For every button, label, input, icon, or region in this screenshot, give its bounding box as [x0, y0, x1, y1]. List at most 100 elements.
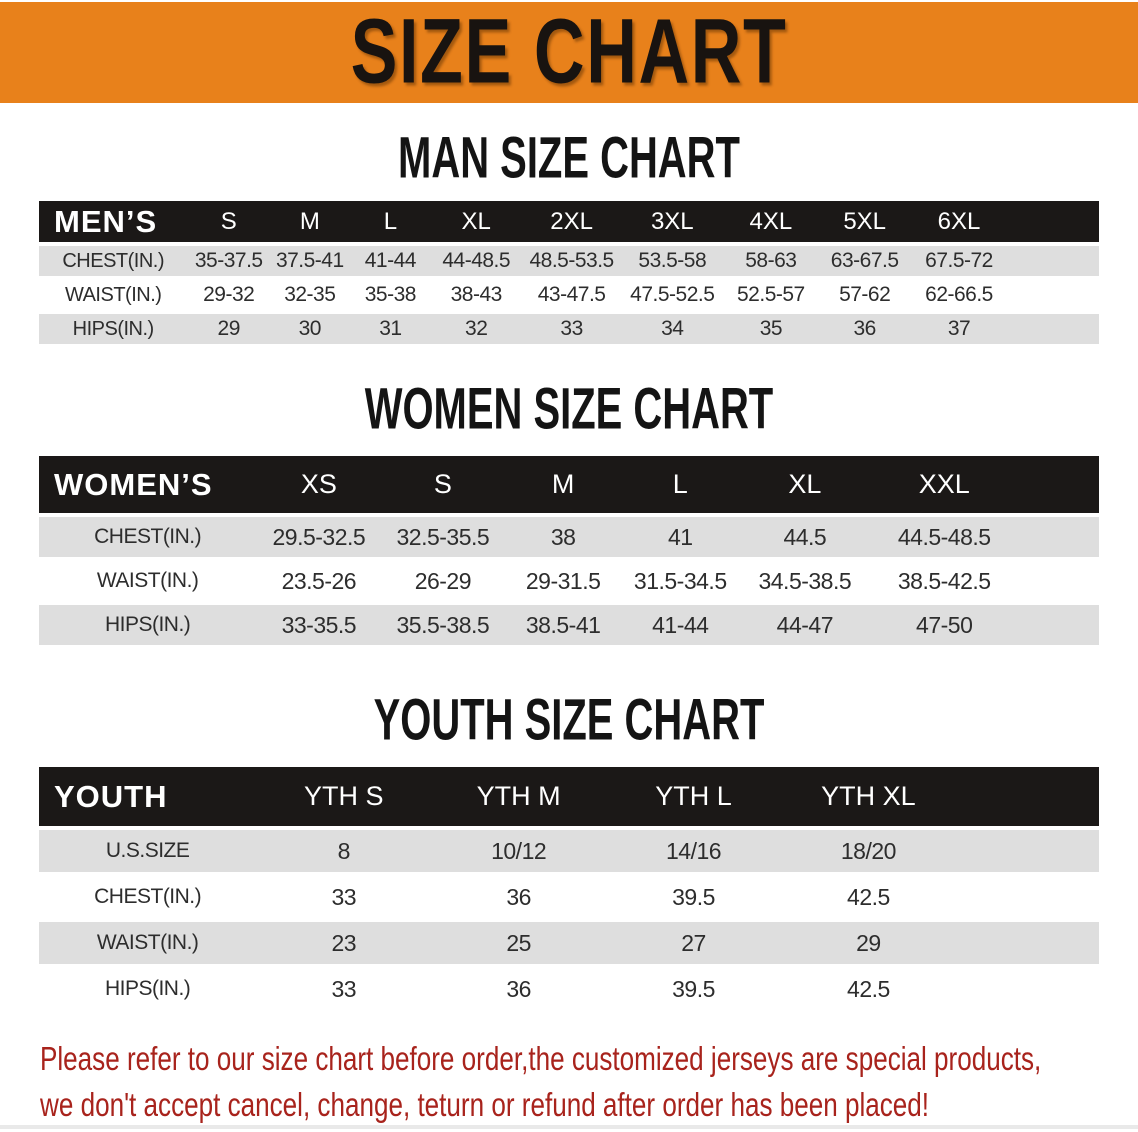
size-chart-title: SIZE CHART — [350, 0, 788, 103]
value-cell: 29 — [187, 314, 271, 344]
row-label-cell: U.S.SIZE — [39, 830, 257, 872]
row-spacer-cell — [1007, 280, 1099, 310]
value-cell: 47.5-52.5 — [621, 280, 723, 310]
column-header-cell: XL — [431, 201, 522, 242]
row-label-cell: CHEST(IN.) — [39, 876, 257, 918]
value-cell: 48.5-53.5 — [521, 246, 622, 276]
table-row: WAIST(IN.) 29-32 32-35 35-38 38-43 43-47.5 47.… — [39, 280, 1099, 310]
value-cell: 30 — [270, 314, 350, 344]
column-header-cell: 5XL — [819, 201, 911, 242]
value-cell: 42.5 — [780, 968, 956, 1010]
size-chart-banner: SIZE CHART — [0, 0, 1138, 103]
womens-size-table: WOMEN’S XS S M L XL XXL CHEST(IN.) 29.5-32.5 32.5… — [39, 452, 1099, 649]
row-spacer-cell — [955, 876, 1099, 918]
value-cell: 38.5-41 — [504, 605, 622, 645]
value-cell: 29-31.5 — [504, 561, 622, 601]
value-cell: 33 — [256, 876, 432, 918]
value-cell: 25 — [431, 922, 607, 964]
value-cell: 35-37.5 — [187, 246, 271, 276]
value-cell: 44.5-48.5 — [871, 517, 1018, 557]
order-policy-line-2: we don't accept cancel, change, teturn o… — [40, 1085, 930, 1123]
value-cell: 39.5 — [606, 968, 781, 1010]
youth-size-chart-heading: YOUTH SIZE CHART — [0, 688, 1138, 753]
value-cell: 36 — [819, 314, 911, 344]
column-header-cell: XL — [738, 456, 872, 513]
row-spacer-cell — [1007, 246, 1099, 276]
row-label-cell: HIPS(IN.) — [39, 968, 257, 1010]
table-row: WAIST(IN.) 23 25 27 29 — [39, 922, 1099, 964]
column-header-cell: L — [621, 456, 739, 513]
row-spacer-cell — [955, 830, 1099, 872]
row-spacer-cell — [955, 968, 1099, 1010]
column-header-cell: YTH XL — [780, 767, 956, 826]
value-cell: 62-66.5 — [910, 280, 1008, 310]
value-cell: 32.5-35.5 — [381, 517, 505, 557]
table-header-row: YOUTH YTH S YTH M YTH L YTH XL — [39, 767, 1099, 826]
column-header-cell: YTH L — [606, 767, 781, 826]
row-label-cell: HIPS(IN.) — [39, 314, 188, 344]
value-cell: 63-67.5 — [819, 246, 911, 276]
table-row: U.S.SIZE 8 10/12 14/16 18/20 — [39, 830, 1099, 872]
man-size-chart-heading-text: MAN SIZE CHART — [398, 125, 740, 191]
row-label-cell: WAIST(IN.) — [39, 280, 188, 310]
value-cell: 41 — [621, 517, 739, 557]
column-header-cell: M — [504, 456, 622, 513]
table-header-row: WOMEN’S XS S M L XL XXL — [39, 456, 1099, 513]
table-row: CHEST(IN.) 29.5-32.5 32.5-35.5 38 41 44.5 44.5… — [39, 517, 1099, 557]
table-group-label: YOUTH — [39, 767, 257, 826]
header-spacer-cell — [1007, 201, 1099, 242]
table-row: HIPS(IN.) 33-35.5 35.5-38.5 38.5-41 41-44 44-… — [39, 605, 1099, 645]
value-cell: 33-35.5 — [256, 605, 382, 645]
row-label-cell: HIPS(IN.) — [39, 605, 257, 645]
row-label-cell: WAIST(IN.) — [39, 922, 257, 964]
table-row: WAIST(IN.) 23.5-26 26-29 29-31.5 31.5-34.5 34… — [39, 561, 1099, 601]
column-header-cell: YTH S — [256, 767, 432, 826]
value-cell: 53.5-58 — [621, 246, 723, 276]
value-cell: 35.5-38.5 — [381, 605, 505, 645]
row-label-cell: CHEST(IN.) — [39, 246, 188, 276]
man-size-chart-heading: MAN SIZE CHART — [0, 125, 1138, 191]
value-cell: 23 — [256, 922, 432, 964]
value-cell: 18/20 — [780, 830, 956, 872]
value-cell: 67.5-72 — [910, 246, 1008, 276]
mens-size-table: MEN’S S M L XL 2XL 3XL 4XL 5XL 6XL CHEST(IN.) 35-37… — [39, 197, 1099, 348]
row-spacer-cell — [1017, 605, 1099, 645]
column-header-cell: YTH M — [431, 767, 607, 826]
row-label-cell: CHEST(IN.) — [39, 517, 257, 557]
table-row: CHEST(IN.) 35-37.5 37.5-41 41-44 44-48.5 48.5… — [39, 246, 1099, 276]
table-row: HIPS(IN.) 29 30 31 32 33 34 35 36 37 — [39, 314, 1099, 344]
value-cell: 57-62 — [819, 280, 911, 310]
value-cell: 14/16 — [606, 830, 781, 872]
header-spacer-cell — [955, 767, 1099, 826]
order-policy-note: Please refer to our size chart before or… — [40, 1036, 1138, 1127]
value-cell: 34 — [621, 314, 723, 344]
value-cell: 33 — [256, 968, 432, 1010]
value-cell: 39.5 — [606, 876, 781, 918]
value-cell: 47-50 — [871, 605, 1018, 645]
row-spacer-cell — [955, 922, 1099, 964]
value-cell: 26-29 — [381, 561, 505, 601]
value-cell: 44-48.5 — [431, 246, 522, 276]
table-group-label: MEN’S — [39, 201, 188, 242]
value-cell: 29-32 — [187, 280, 271, 310]
value-cell: 31 — [349, 314, 432, 344]
value-cell: 36 — [431, 968, 607, 1010]
value-cell: 8 — [256, 830, 432, 872]
value-cell: 29 — [780, 922, 956, 964]
value-cell: 43-47.5 — [521, 280, 622, 310]
value-cell: 31.5-34.5 — [621, 561, 739, 601]
column-header-cell: S — [381, 456, 505, 513]
column-header-cell: 4XL — [722, 201, 820, 242]
value-cell: 35-38 — [349, 280, 432, 310]
value-cell: 27 — [606, 922, 781, 964]
value-cell: 52.5-57 — [722, 280, 820, 310]
table-group-label: WOMEN’S — [39, 456, 257, 513]
row-spacer-cell — [1017, 517, 1099, 557]
header-spacer-cell — [1017, 456, 1099, 513]
row-spacer-cell — [1017, 561, 1099, 601]
value-cell: 44-47 — [738, 605, 872, 645]
table-row: HIPS(IN.) 33 36 39.5 42.5 — [39, 968, 1099, 1010]
column-header-cell: S — [187, 201, 271, 242]
row-label-cell: WAIST(IN.) — [39, 561, 257, 601]
